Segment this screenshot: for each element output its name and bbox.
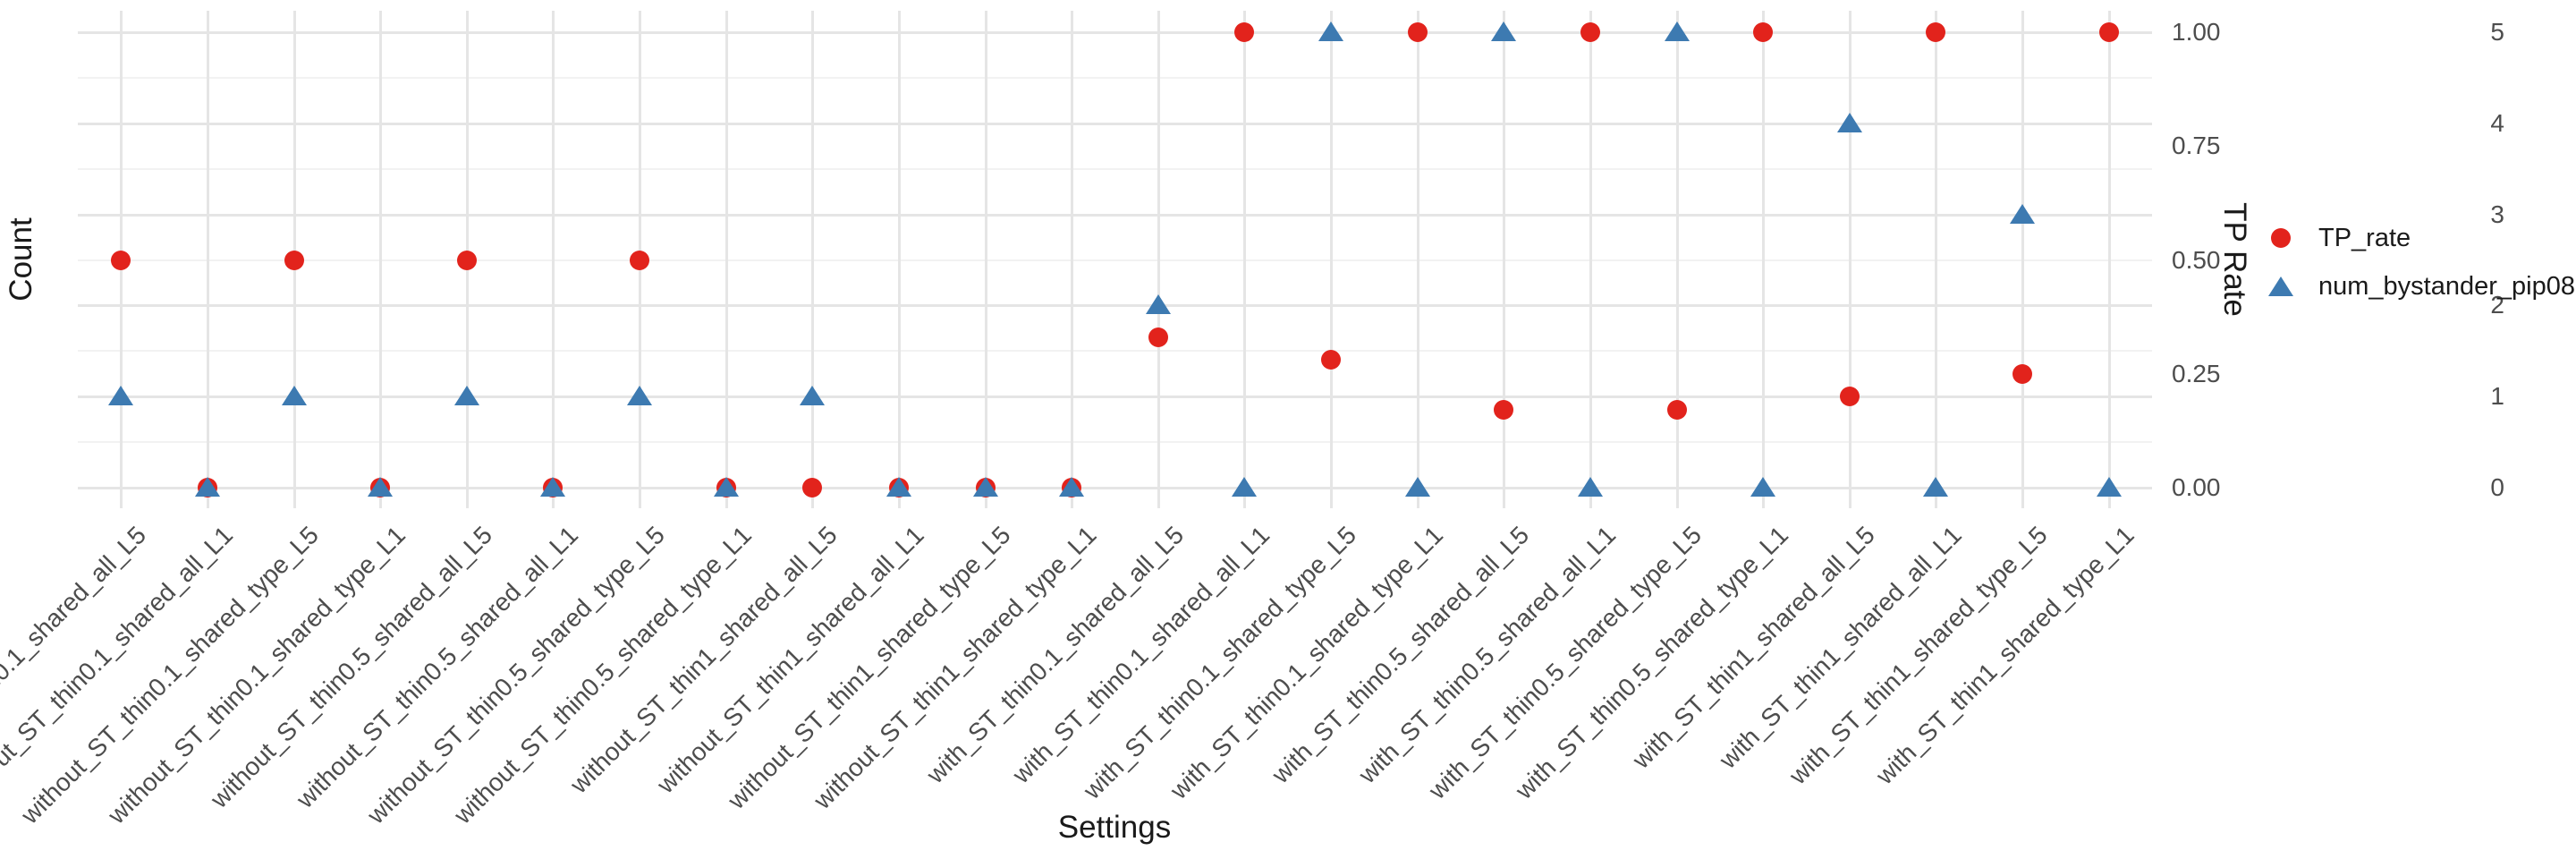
gridline-minor: [78, 259, 2152, 261]
data-point-tp-rate: [1753, 22, 1774, 42]
data-point-num-bystander: [453, 386, 479, 406]
gridline-vertical: [1243, 11, 1247, 508]
data-point-num-bystander: [1923, 477, 1949, 497]
data-point-num-bystander: [1145, 294, 1171, 315]
data-point-num-bystander: [1491, 21, 1517, 41]
right-axis-tick: 1.00: [2172, 18, 2221, 46]
data-point-num-bystander: [108, 386, 134, 406]
gridline-vertical: [1416, 11, 1419, 508]
triangle-icon: [2268, 276, 2293, 296]
data-point-num-bystander: [2010, 203, 2036, 224]
triangle-icon: [2265, 270, 2297, 302]
left-axis-tick: 5: [2490, 18, 2504, 46]
data-point-tp-rate: [1926, 22, 1946, 42]
data-point-tp-rate: [2012, 363, 2033, 384]
data-point-tp-rate: [1580, 22, 1600, 42]
left-axis-tick: 1: [2490, 382, 2504, 411]
data-point-num-bystander: [540, 477, 566, 497]
gridline-vertical: [1848, 11, 1852, 508]
circle-icon: [2265, 222, 2297, 254]
data-point-num-bystander: [1059, 477, 1085, 497]
data-point-num-bystander: [713, 477, 739, 497]
gridline-vertical: [1589, 11, 1592, 508]
data-point-tp-rate: [1666, 400, 1687, 421]
gridline-vertical: [379, 11, 383, 508]
gridline-vertical: [984, 11, 987, 508]
data-point-num-bystander: [1577, 477, 1603, 497]
gridline-vertical: [811, 11, 815, 508]
data-point-tp-rate: [1839, 387, 1860, 407]
data-point-tp-rate: [1407, 22, 1428, 42]
data-point-tp-rate: [1321, 350, 1342, 370]
data-point-num-bystander: [1750, 477, 1776, 497]
gridline-minor: [78, 167, 2152, 170]
legend-label: TP_rate: [2318, 223, 2411, 252]
gridline-vertical: [2107, 11, 2111, 508]
gridline-vertical: [1762, 11, 1766, 508]
gridline-major: [78, 31, 2152, 34]
legend: TP_rate num_bystander_pip08: [2265, 222, 2575, 302]
data-point-num-bystander: [1664, 21, 1690, 41]
gridline-minor: [78, 441, 2152, 444]
gridline-minor: [78, 350, 2152, 353]
data-point-num-bystander: [281, 386, 307, 406]
right-axis-tick: 0.75: [2172, 132, 2221, 160]
right-axis-tick: 0.50: [2172, 245, 2221, 274]
data-point-num-bystander: [972, 477, 998, 497]
data-point-tp-rate: [630, 250, 650, 270]
data-point-num-bystander: [368, 477, 394, 497]
gridline-major: [78, 122, 2152, 125]
gridline-vertical: [552, 11, 555, 508]
data-point-num-bystander: [1404, 477, 1430, 497]
right-axis-tick: 0.25: [2172, 359, 2221, 387]
gridline-vertical: [206, 11, 209, 508]
data-point-tp-rate: [456, 250, 477, 270]
data-point-num-bystander: [886, 477, 911, 497]
gridline-vertical: [724, 11, 728, 508]
gridline-vertical: [1071, 11, 1074, 508]
gridline-vertical: [897, 11, 901, 508]
data-point-num-bystander: [2096, 477, 2122, 497]
left-axis-tick: 0: [2490, 473, 2504, 501]
gridline-major: [78, 395, 2152, 399]
data-point-tp-rate: [2098, 22, 2119, 42]
data-point-tp-rate: [1234, 22, 1255, 42]
data-point-num-bystander: [1318, 21, 1344, 41]
gridline-vertical: [1935, 11, 1938, 508]
legend-label: num_bystander_pip08: [2318, 271, 2575, 301]
x-axis-title: Settings: [1057, 810, 1172, 845]
left-axis-title: Count: [4, 217, 38, 302]
plot-panel: [78, 11, 2152, 508]
gridline-vertical: [1157, 11, 1160, 508]
gridline-major: [78, 213, 2152, 217]
legend-item-tp-rate: TP_rate: [2265, 222, 2575, 254]
circle-icon: [2271, 228, 2291, 248]
left-axis-tick: 4: [2490, 108, 2504, 137]
data-point-tp-rate: [802, 478, 823, 498]
right-axis-title: TP Rate: [2217, 202, 2252, 317]
data-point-tp-rate: [111, 250, 131, 270]
data-point-tp-rate: [1494, 400, 1514, 421]
gridline-vertical: [1503, 11, 1506, 508]
data-point-num-bystander: [1232, 477, 1258, 497]
data-point-tp-rate: [284, 250, 304, 270]
gridline-minor: [78, 76, 2152, 79]
left-axis-tick: 3: [2490, 200, 2504, 228]
gridline-vertical: [1330, 11, 1334, 508]
gridline-major: [78, 487, 2152, 489]
right-axis-tick: 0.00: [2172, 473, 2221, 501]
data-point-num-bystander: [800, 386, 826, 406]
data-point-num-bystander: [194, 477, 220, 497]
data-point-tp-rate: [1148, 327, 1168, 348]
gridline-vertical: [1675, 11, 1679, 508]
gridline-major: [78, 304, 2152, 308]
left-axis-tick: 2: [2490, 291, 2504, 319]
data-point-num-bystander: [627, 386, 653, 406]
legend-item-num-bystander: num_bystander_pip08: [2265, 270, 2575, 302]
data-point-num-bystander: [1836, 112, 1862, 132]
gridline-vertical: [2021, 11, 2025, 508]
